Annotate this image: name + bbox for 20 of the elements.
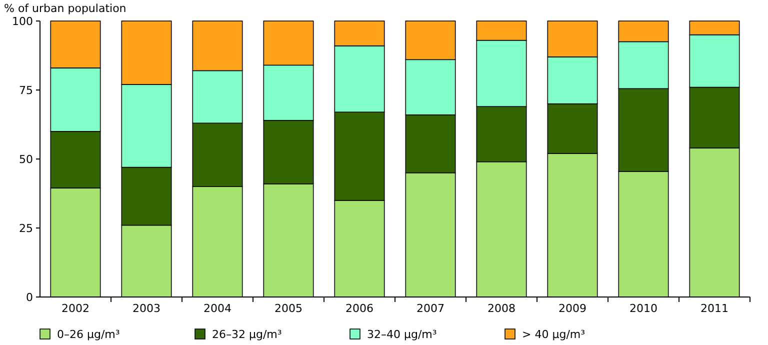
y-tick-label: 0 <box>26 290 33 304</box>
y-tick-label: 75 <box>19 84 33 97</box>
legend-label: 0–26 µg/m³ <box>57 328 120 341</box>
y-tick-label: 50 <box>19 152 33 166</box>
legend-label: > 40 µg/m³ <box>522 328 586 341</box>
x-tick-label: 2008 <box>488 302 516 315</box>
x-tick-label: 2004 <box>204 302 232 315</box>
legend-label: 32–40 µg/m³ <box>367 328 437 341</box>
x-tick-label: 2006 <box>346 302 374 315</box>
y-axis-title: % of urban population <box>4 2 126 15</box>
x-tick-label: 2011 <box>700 302 728 315</box>
x-tick-label: 2009 <box>558 302 586 315</box>
x-tick-label: 2007 <box>416 302 444 315</box>
x-tick-label: 2002 <box>62 302 90 315</box>
x-tick-label: 2005 <box>274 302 302 315</box>
y-tick-label: 100 <box>12 14 33 28</box>
x-tick-label: 2003 <box>132 302 160 315</box>
y-tick-label: 25 <box>19 222 33 235</box>
legend-label: 26–32 µg/m³ <box>212 328 282 341</box>
x-tick-label: 2010 <box>630 302 658 315</box>
